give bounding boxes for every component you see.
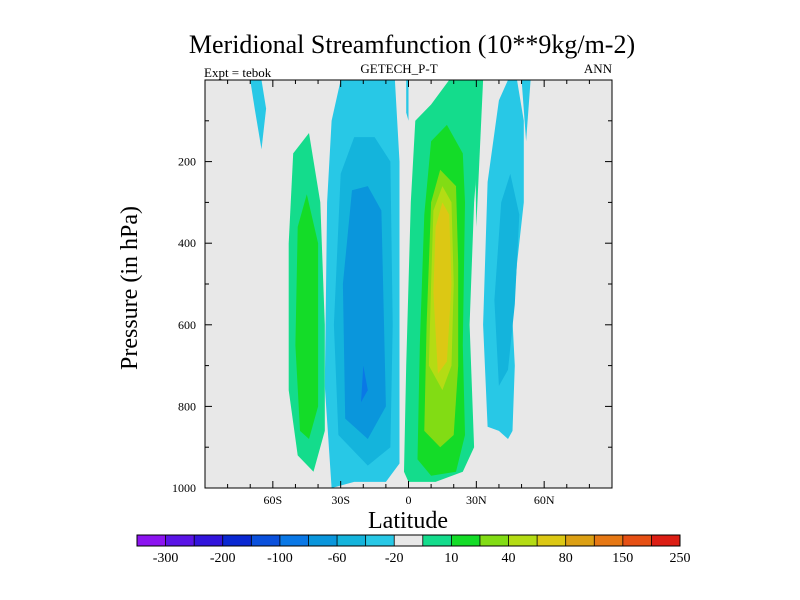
colorbar-frame bbox=[136, 534, 681, 547]
colorbar-swatch bbox=[451, 535, 481, 546]
contour-region-8 bbox=[406, 80, 409, 121]
colorbar-swatch bbox=[222, 535, 252, 546]
colorbar-swatch bbox=[537, 535, 566, 546]
colorbar-label: -200 bbox=[210, 551, 236, 566]
colorbar-swatch bbox=[279, 535, 309, 546]
colorbar-swatch bbox=[394, 535, 424, 546]
y-tick-label: 800 bbox=[178, 399, 196, 413]
colorbar-swatch bbox=[337, 535, 366, 546]
y-tick-label: 1000 bbox=[172, 481, 196, 495]
contour-region-5 bbox=[342, 186, 386, 439]
colorbar-swatch bbox=[622, 535, 652, 546]
colorbar-label: -60 bbox=[328, 551, 347, 566]
colorbar-swatch bbox=[508, 535, 538, 546]
contour-region-6 bbox=[361, 365, 368, 403]
model-label: GETECH_P-T bbox=[360, 61, 437, 76]
colorbar-swatch bbox=[194, 535, 224, 546]
y-axis-label: Pressure (in hPa) bbox=[117, 206, 143, 370]
colorbar-label: 10 bbox=[444, 551, 458, 566]
x-tick-label: 30N bbox=[466, 493, 487, 507]
colorbar-swatch bbox=[251, 535, 281, 546]
contour-region-2 bbox=[295, 194, 319, 439]
colorbar-swatch bbox=[594, 535, 624, 546]
contour-region-16 bbox=[521, 80, 531, 142]
colorbar-label: 150 bbox=[612, 551, 633, 566]
y-tick-label: 200 bbox=[178, 155, 196, 169]
colorbar-swatch bbox=[365, 535, 395, 546]
colorbar-label: -20 bbox=[385, 551, 404, 566]
x-tick-label: 30S bbox=[331, 493, 350, 507]
contour-region-15 bbox=[494, 173, 520, 386]
colorbar: -300 -200 -100 -60 -20 10 40 80 150 250 bbox=[136, 534, 691, 566]
colorbar-swatch bbox=[165, 535, 195, 546]
colorbar-label: 250 bbox=[670, 551, 691, 566]
y-axis: 200 400 600 800 1000 bbox=[172, 120, 612, 495]
colorbar-label: -100 bbox=[267, 551, 293, 566]
experiment-label: Expt = tebok bbox=[204, 65, 272, 80]
x-tick-label: 60S bbox=[263, 493, 282, 507]
chart-title: Meridional Streamfunction (10**9kg/m-2) bbox=[189, 30, 635, 59]
season-label: ANN bbox=[584, 61, 613, 76]
colorbar-swatch bbox=[137, 535, 166, 546]
x-axis-label: Latitude bbox=[368, 508, 448, 534]
contour-region-12 bbox=[433, 202, 452, 374]
colorbar-swatch bbox=[479, 535, 509, 546]
x-tick-label: 0 bbox=[406, 493, 412, 507]
colorbar-swatch bbox=[565, 535, 595, 546]
x-axis: 60S 30S 0 30N 60N bbox=[227, 80, 590, 507]
colorbar-swatch bbox=[308, 535, 338, 546]
colorbar-label: -300 bbox=[153, 551, 179, 566]
contour-region-0 bbox=[250, 80, 267, 150]
y-tick-label: 600 bbox=[178, 318, 196, 332]
contour-regions bbox=[250, 80, 531, 488]
y-tick-label: 400 bbox=[178, 236, 196, 250]
colorbar-label: 40 bbox=[502, 551, 516, 566]
contour-region-13 bbox=[474, 80, 484, 227]
colorbar-swatch bbox=[651, 535, 681, 546]
x-tick-label: 60N bbox=[534, 493, 555, 507]
colorbar-swatch bbox=[422, 535, 452, 546]
colorbar-label: 80 bbox=[559, 551, 573, 566]
